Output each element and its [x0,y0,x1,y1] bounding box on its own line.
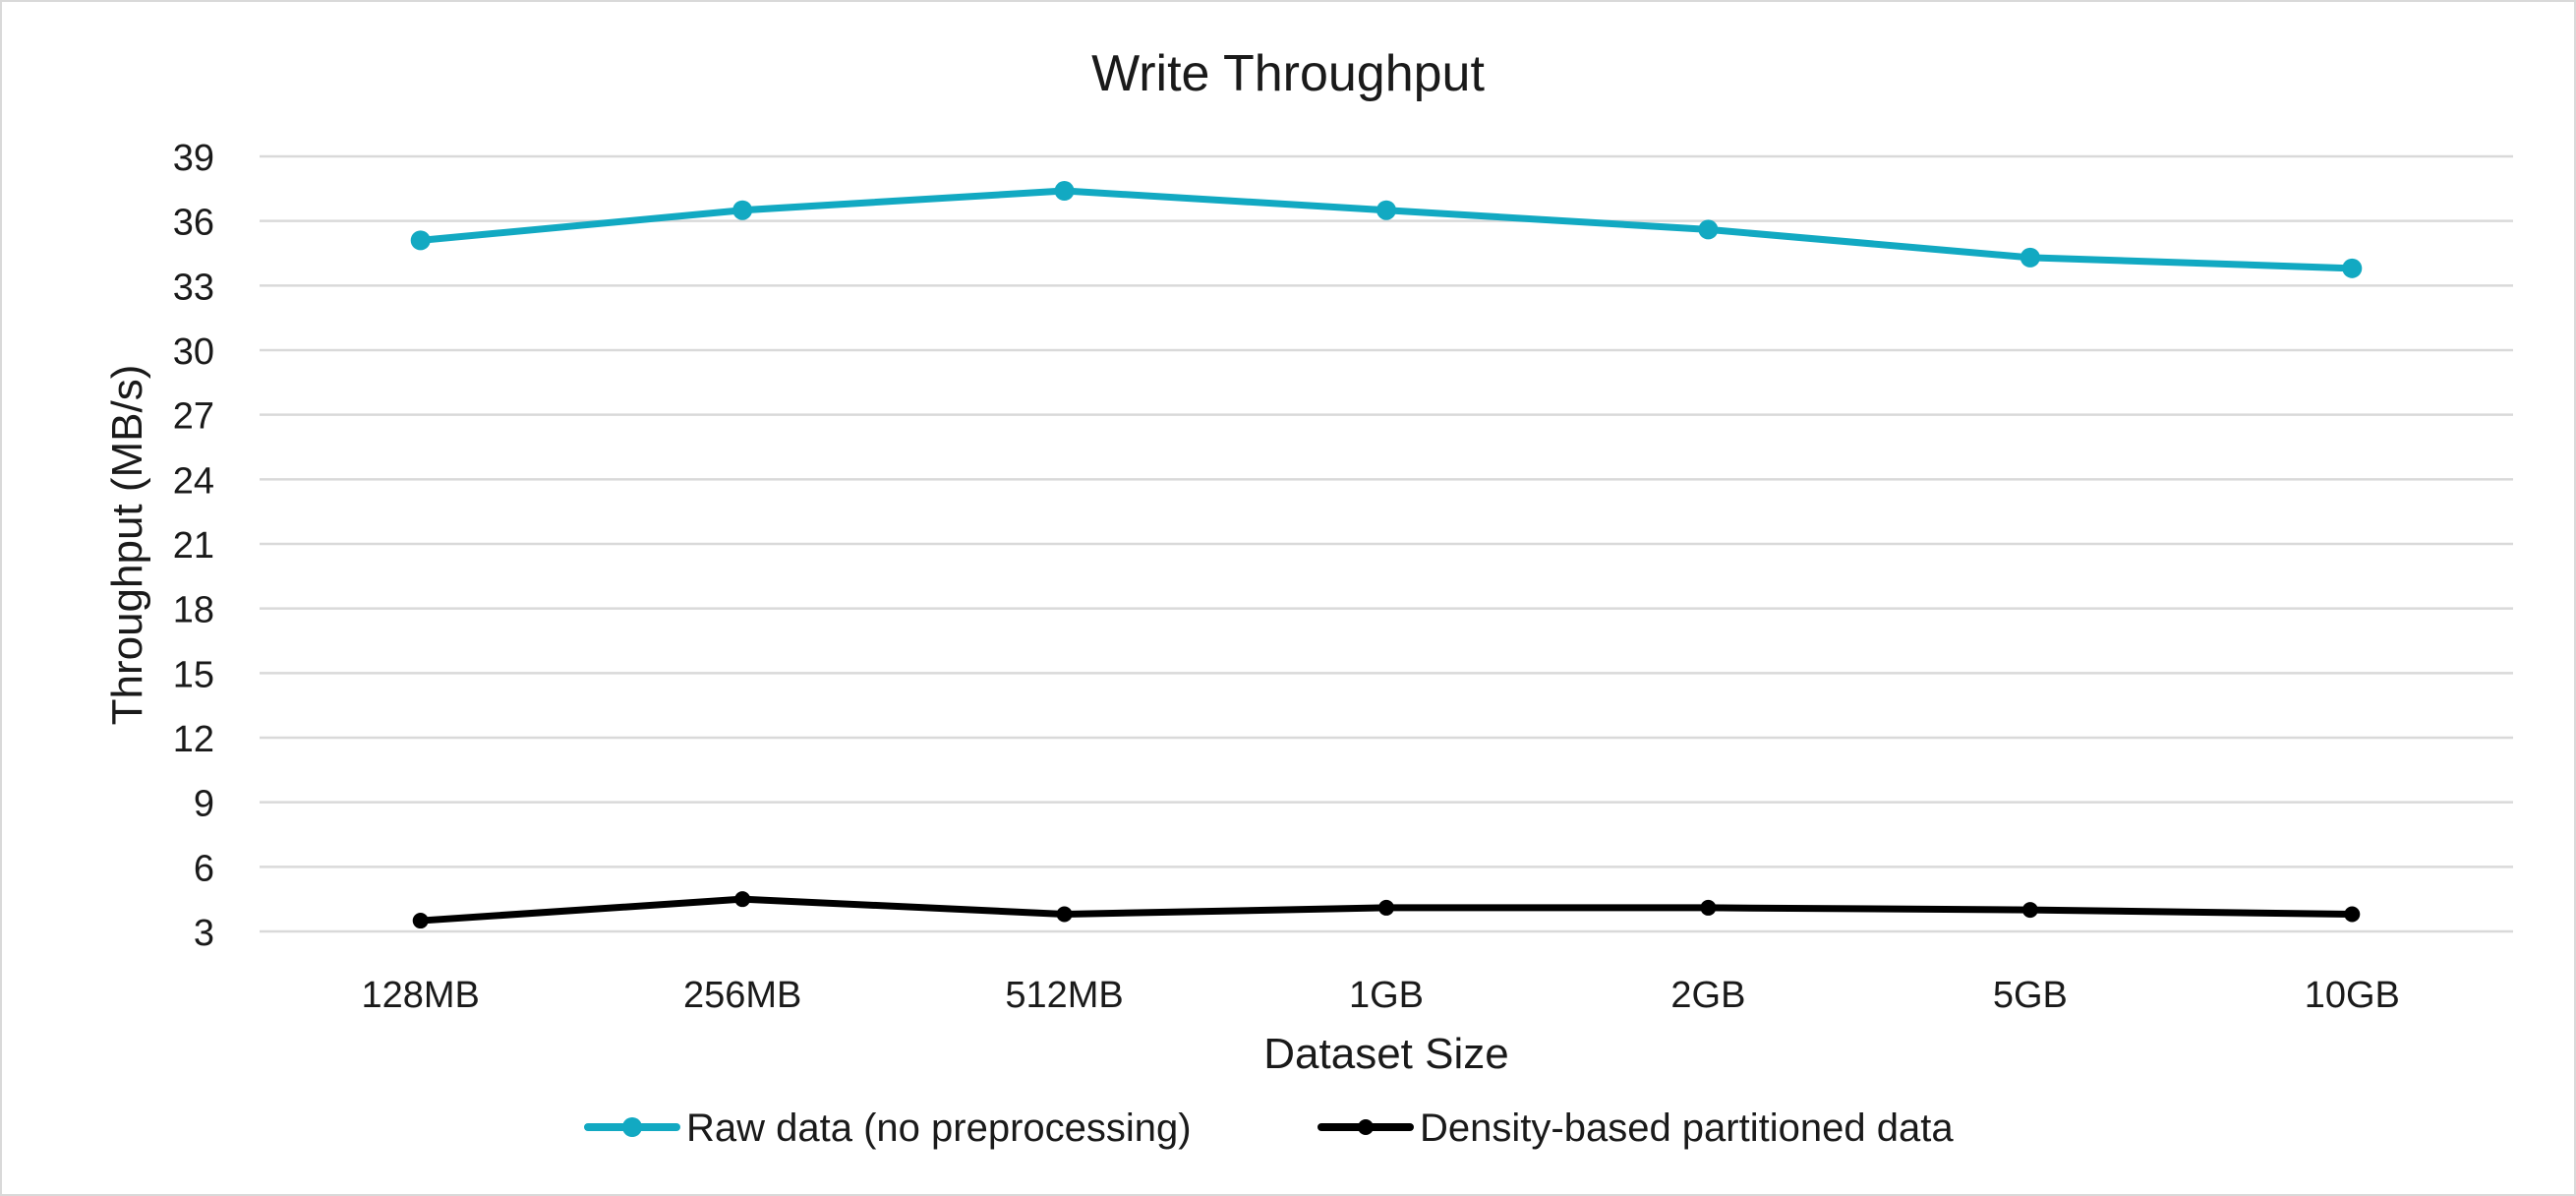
y-tick-label: 12 [173,719,214,760]
data-point [2020,247,2040,268]
x-tick-label: 2GB [1670,975,1745,1016]
y-tick-label: 30 [173,331,214,373]
data-point [1054,181,1075,202]
y-tick-label: 9 [194,784,214,825]
y-tick-label: 3 [194,913,214,954]
data-point [2342,258,2363,278]
y-tick-label: 39 [173,138,214,179]
y-tick-label: 27 [173,396,214,438]
data-point [732,200,753,220]
y-tick-label: 6 [194,848,214,889]
x-tick-label: 10GB [2305,975,2400,1016]
x-tick-label: 512MB [1005,975,1123,1016]
x-tick-label: 128MB [362,975,480,1016]
chart-title: Write Throughput [1091,45,1485,102]
y-tick-label: 24 [173,460,214,502]
series-1 [410,181,2363,278]
legend-label: Density-based partitioned data [1420,1106,1954,1150]
legend-swatch-marker [1358,1119,1374,1135]
y-tick-label: 36 [173,203,214,244]
y-tick-label: 15 [173,654,214,695]
legend-item-1: Raw data (no preprocessing) [584,1106,1192,1150]
data-point [734,891,751,908]
legend-label: Raw data (no preprocessing) [686,1106,1192,1150]
y-tick-label: 18 [173,590,214,631]
y-axis-title: Throughput (MB/s) [103,365,151,726]
data-point [2344,906,2361,923]
legend-swatch-marker [622,1117,642,1137]
y-tick-label: 33 [173,267,214,308]
data-point [2021,902,2038,919]
x-tick-label: 1GB [1349,975,1424,1016]
data-point [410,230,431,251]
data-point [1376,200,1396,220]
legend-item-2: Density-based partitioned data [1317,1106,1954,1150]
data-point [1700,899,1717,916]
series-2 [412,891,2361,929]
data-point [1378,899,1394,916]
legend: Raw data (no preprocessing) Density-based… [584,1106,1954,1150]
data-point [1698,219,1719,240]
y-tick-label: 21 [173,525,214,567]
data-point [412,913,429,929]
x-axis-title: Dataset Size [1263,1030,1508,1078]
x-tick-label: 5GB [1993,975,2068,1016]
data-point [1056,906,1073,923]
x-tick-label: 256MB [683,975,801,1016]
gridlines [260,154,2513,933]
series-group [410,181,2363,929]
x-tick-labels: 128MB 256MB 512MB 1GB 2GB 5GB 10GB [362,975,2400,1016]
